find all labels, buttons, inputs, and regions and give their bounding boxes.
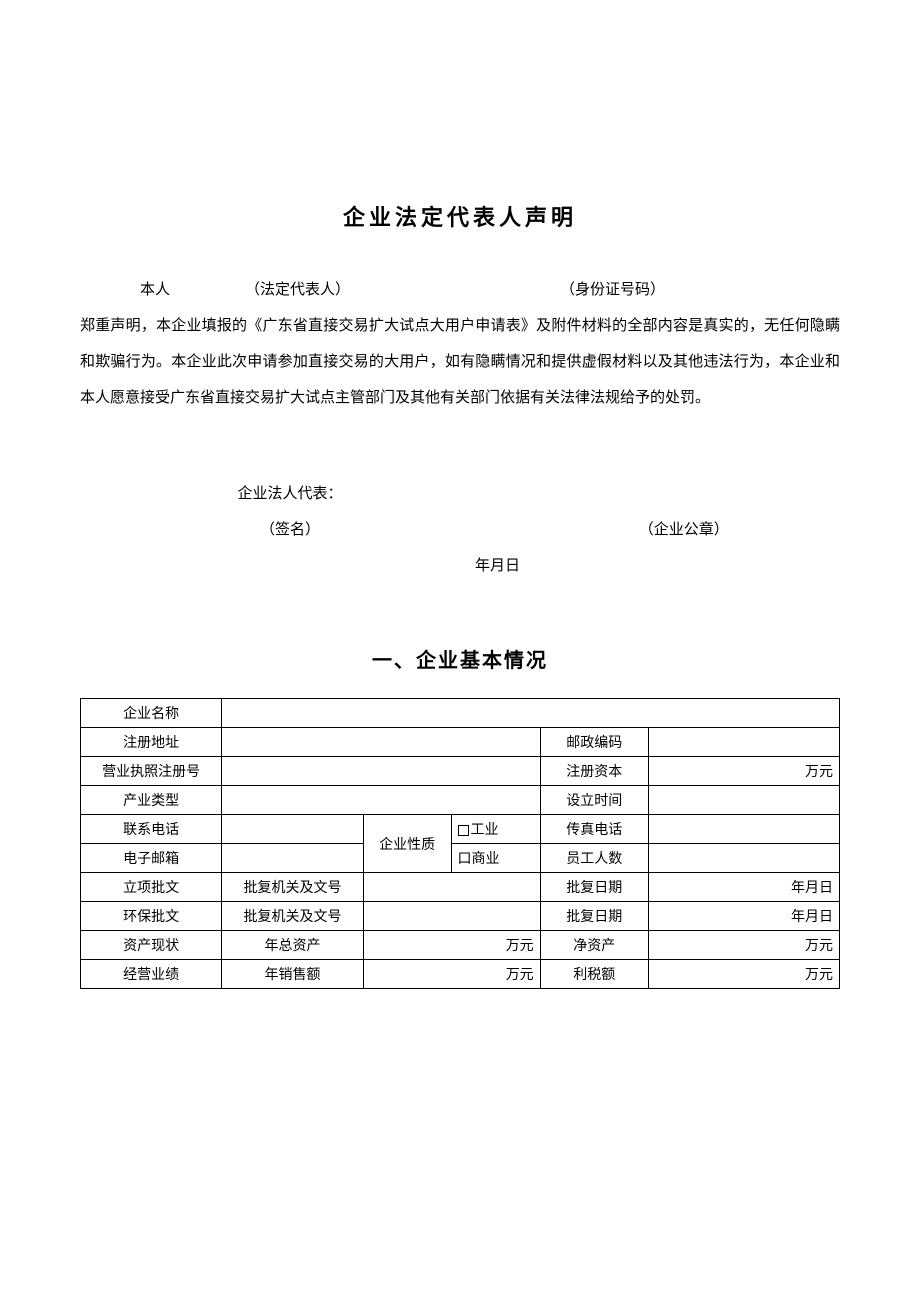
value-net-assets: 万元: [648, 931, 839, 960]
label-env-date: 批复日期: [540, 902, 648, 931]
value-employee-count: [648, 844, 839, 873]
value-establish-date: [648, 786, 839, 815]
label-fax: 传真电话: [540, 815, 648, 844]
value-env-agency: [363, 902, 540, 931]
value-total-assets: 万元: [363, 931, 540, 960]
table-row: 产业类型 设立时间: [81, 786, 840, 815]
value-postal-code: [648, 728, 839, 757]
nature-commercial: 口商业: [451, 844, 540, 873]
declaration-line1: 本人 （法定代表人） （身份证号码）: [80, 272, 840, 308]
label-license-no: 营业执照注册号: [81, 757, 222, 786]
nature-industrial-text: 工业: [471, 823, 499, 838]
page-title: 企业法定代表人声明: [80, 200, 840, 232]
label-company-name: 企业名称: [81, 699, 222, 728]
table-row: 营业执照注册号 注册资本 万元: [81, 757, 840, 786]
label-approval-date: 批复日期: [540, 873, 648, 902]
value-industry-type: [222, 786, 540, 815]
label-net-assets: 净资产: [540, 931, 648, 960]
label-total-assets: 年总资产: [222, 931, 363, 960]
value-reg-capital: 万元: [648, 757, 839, 786]
label-enterprise-nature: 企业性质: [363, 815, 451, 873]
self-prefix: 本人: [140, 282, 170, 298]
value-approval-agency: [363, 873, 540, 902]
label-env-approval: 环保批文: [81, 902, 222, 931]
value-env-date: 年月日: [648, 902, 839, 931]
label-business-performance: 经营业绩: [81, 960, 222, 989]
table-row: 注册地址 邮政编码: [81, 728, 840, 757]
declaration-body: 郑重声明，本企业填报的《广东省直接交易扩大试点大用户申请表》及附件材料的全部内容…: [80, 308, 840, 416]
checkbox-icon: [458, 825, 469, 836]
value-profit-tax: 万元: [648, 960, 839, 989]
table-row: 联系电话 企业性质 工业 传真电话: [81, 815, 840, 844]
table-row: 电子邮箱 口商业 员工人数: [81, 844, 840, 873]
label-profit-tax: 利税额: [540, 960, 648, 989]
label-employee-count: 员工人数: [540, 844, 648, 873]
table-row: 环保批文 批复机关及文号 批复日期 年月日: [81, 902, 840, 931]
id-number-label: （身份证号码）: [560, 282, 665, 298]
table-row: 企业名称: [81, 699, 840, 728]
label-asset-status: 资产现状: [81, 931, 222, 960]
nature-industrial: 工业: [451, 815, 540, 844]
label-industry-type: 产业类型: [81, 786, 222, 815]
value-company-name: [222, 699, 840, 728]
label-annual-sales: 年销售额: [222, 960, 363, 989]
label-establish-date: 设立时间: [540, 786, 648, 815]
value-reg-address: [222, 728, 540, 757]
value-approval-date: 年月日: [648, 873, 839, 902]
label-reg-address: 注册地址: [81, 728, 222, 757]
label-project-approval: 立项批文: [81, 873, 222, 902]
value-license-no: [222, 757, 540, 786]
sign-label: （签名）: [260, 522, 320, 538]
value-annual-sales: 万元: [363, 960, 540, 989]
label-email: 电子邮箱: [81, 844, 222, 873]
label-approval-agency: 批复机关及文号: [222, 873, 363, 902]
value-fax: [648, 815, 839, 844]
label-env-agency: 批复机关及文号: [222, 902, 363, 931]
value-email: [222, 844, 363, 873]
table-row: 资产现状 年总资产 万元 净资产 万元: [81, 931, 840, 960]
signature-line: （签名） （企业公章）: [80, 512, 840, 548]
declaration-block: 本人 （法定代表人） （身份证号码） 郑重声明，本企业填报的《广东省直接交易扩大试点…: [80, 272, 840, 416]
signature-section: 企业法人代表： （签名） （企业公章） 年月日: [80, 476, 840, 584]
value-phone: [222, 815, 363, 844]
company-info-table: 企业名称 注册地址 邮政编码 营业执照注册号 注册资本 万元 产业类型 设立时间…: [80, 698, 840, 989]
sign-date: 年月日: [155, 548, 840, 584]
seal-label: （企业公章）: [459, 512, 729, 548]
table-row: 经营业绩 年销售额 万元 利税额 万元: [81, 960, 840, 989]
legal-rep-label: （法定代表人）: [245, 282, 350, 298]
label-postal-code: 邮政编码: [540, 728, 648, 757]
legal-rep-sign-label: 企业法人代表：: [80, 476, 840, 512]
section1-title: 一、企业基本情况: [80, 644, 840, 673]
label-reg-capital: 注册资本: [540, 757, 648, 786]
label-phone: 联系电话: [81, 815, 222, 844]
table-row: 立项批文 批复机关及文号 批复日期 年月日: [81, 873, 840, 902]
